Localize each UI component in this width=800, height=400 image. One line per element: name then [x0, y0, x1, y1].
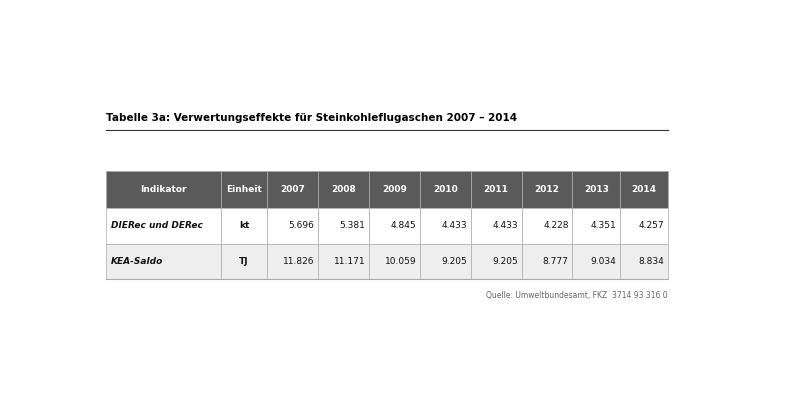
Text: 11.826: 11.826: [283, 257, 314, 266]
Text: 4.351: 4.351: [590, 221, 617, 230]
Bar: [573, 208, 620, 244]
Text: kt: kt: [239, 221, 250, 230]
Text: TJ: TJ: [239, 257, 249, 266]
Bar: [620, 244, 668, 279]
Bar: [369, 208, 420, 244]
Text: 2008: 2008: [331, 185, 356, 194]
Bar: [420, 244, 470, 279]
Text: 9.205: 9.205: [442, 257, 467, 266]
Bar: [106, 244, 221, 279]
Text: 2012: 2012: [534, 185, 559, 194]
Bar: [221, 208, 267, 244]
Bar: [267, 208, 318, 244]
Text: Einheit: Einheit: [226, 185, 262, 194]
Bar: [318, 244, 369, 279]
Bar: [522, 244, 573, 279]
Text: 2013: 2013: [584, 185, 609, 194]
Text: Tabelle 3a: Verwertungseffekte für Steinkohleflugaschen 2007 – 2014: Tabelle 3a: Verwertungseffekte für Stein…: [106, 114, 518, 124]
Bar: [420, 208, 470, 244]
Text: 4.257: 4.257: [638, 221, 664, 230]
Text: 4.433: 4.433: [492, 221, 518, 230]
Text: 2014: 2014: [631, 185, 657, 194]
Bar: [522, 171, 573, 208]
Bar: [470, 244, 522, 279]
Text: 5.696: 5.696: [289, 221, 314, 230]
Text: KEA-Saldo: KEA-Saldo: [111, 257, 163, 266]
Bar: [369, 244, 420, 279]
Text: 4.228: 4.228: [543, 221, 569, 230]
Text: 11.171: 11.171: [334, 257, 366, 266]
Bar: [420, 171, 470, 208]
Bar: [318, 208, 369, 244]
Bar: [470, 171, 522, 208]
Bar: [106, 208, 221, 244]
Bar: [369, 171, 420, 208]
Bar: [620, 171, 668, 208]
Bar: [620, 208, 668, 244]
Bar: [573, 244, 620, 279]
Bar: [318, 171, 369, 208]
Text: 4.845: 4.845: [390, 221, 416, 230]
Text: 2010: 2010: [433, 185, 458, 194]
Text: 8.834: 8.834: [638, 257, 664, 266]
Text: DIERec und DERec: DIERec und DERec: [111, 221, 203, 230]
Text: 10.059: 10.059: [385, 257, 416, 266]
Text: 2009: 2009: [382, 185, 407, 194]
Text: Indikator: Indikator: [140, 185, 187, 194]
Text: 5.381: 5.381: [339, 221, 366, 230]
Text: 2007: 2007: [280, 185, 306, 194]
Bar: [221, 244, 267, 279]
Bar: [573, 171, 620, 208]
Text: Quelle: Umweltbundesamt, FKZ  3714 93 316 0: Quelle: Umweltbundesamt, FKZ 3714 93 316…: [486, 291, 668, 300]
Text: 2011: 2011: [484, 185, 509, 194]
Bar: [267, 171, 318, 208]
Bar: [470, 208, 522, 244]
Text: 4.433: 4.433: [442, 221, 467, 230]
Bar: [267, 244, 318, 279]
Bar: [522, 208, 573, 244]
Bar: [106, 171, 221, 208]
Text: 9.205: 9.205: [492, 257, 518, 266]
Text: 8.777: 8.777: [543, 257, 569, 266]
Text: 9.034: 9.034: [590, 257, 617, 266]
Bar: [221, 171, 267, 208]
